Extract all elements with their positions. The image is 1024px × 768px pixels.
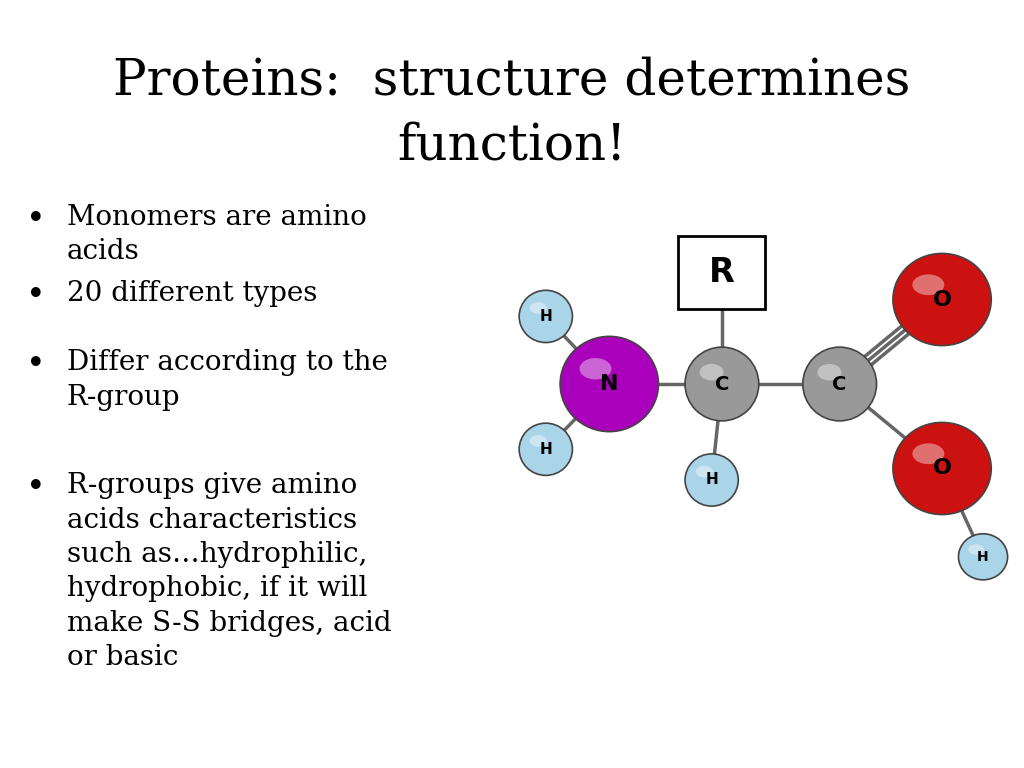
Ellipse shape	[912, 274, 944, 295]
Text: C: C	[715, 375, 729, 393]
Text: R-groups give amino
acids characteristics
such as…hydrophilic,
hydrophobic, if i: R-groups give amino acids characteristic…	[67, 472, 391, 671]
Ellipse shape	[685, 454, 738, 506]
Ellipse shape	[803, 347, 877, 421]
Ellipse shape	[580, 358, 611, 379]
Text: •: •	[26, 349, 45, 382]
Text: H: H	[977, 550, 989, 564]
Ellipse shape	[817, 364, 842, 380]
Text: H: H	[706, 472, 718, 488]
Text: Differ according to the
R-group: Differ according to the R-group	[67, 349, 387, 411]
Ellipse shape	[912, 443, 944, 464]
Text: Monomers are amino
acids: Monomers are amino acids	[67, 204, 367, 265]
Ellipse shape	[699, 364, 724, 380]
Ellipse shape	[519, 423, 572, 475]
Text: •: •	[26, 280, 45, 313]
Ellipse shape	[560, 336, 658, 432]
Ellipse shape	[893, 253, 991, 346]
FancyBboxPatch shape	[678, 237, 765, 310]
Text: C: C	[833, 375, 847, 393]
Text: Proteins:  structure determines: Proteins: structure determines	[114, 56, 910, 105]
Text: H: H	[540, 309, 552, 324]
Ellipse shape	[529, 302, 547, 314]
Text: •: •	[26, 472, 45, 505]
Ellipse shape	[958, 534, 1008, 580]
Text: N: N	[600, 374, 618, 394]
Text: R: R	[709, 257, 735, 289]
Ellipse shape	[519, 290, 572, 343]
Ellipse shape	[685, 347, 759, 421]
Text: O: O	[933, 458, 951, 478]
Text: 20 different types: 20 different types	[67, 280, 317, 307]
Ellipse shape	[529, 435, 547, 447]
Text: •: •	[26, 204, 45, 236]
Text: H: H	[540, 442, 552, 457]
Ellipse shape	[893, 422, 991, 515]
Ellipse shape	[968, 545, 984, 554]
Text: O: O	[933, 290, 951, 310]
Ellipse shape	[695, 465, 713, 478]
Text: function!: function!	[397, 121, 627, 170]
